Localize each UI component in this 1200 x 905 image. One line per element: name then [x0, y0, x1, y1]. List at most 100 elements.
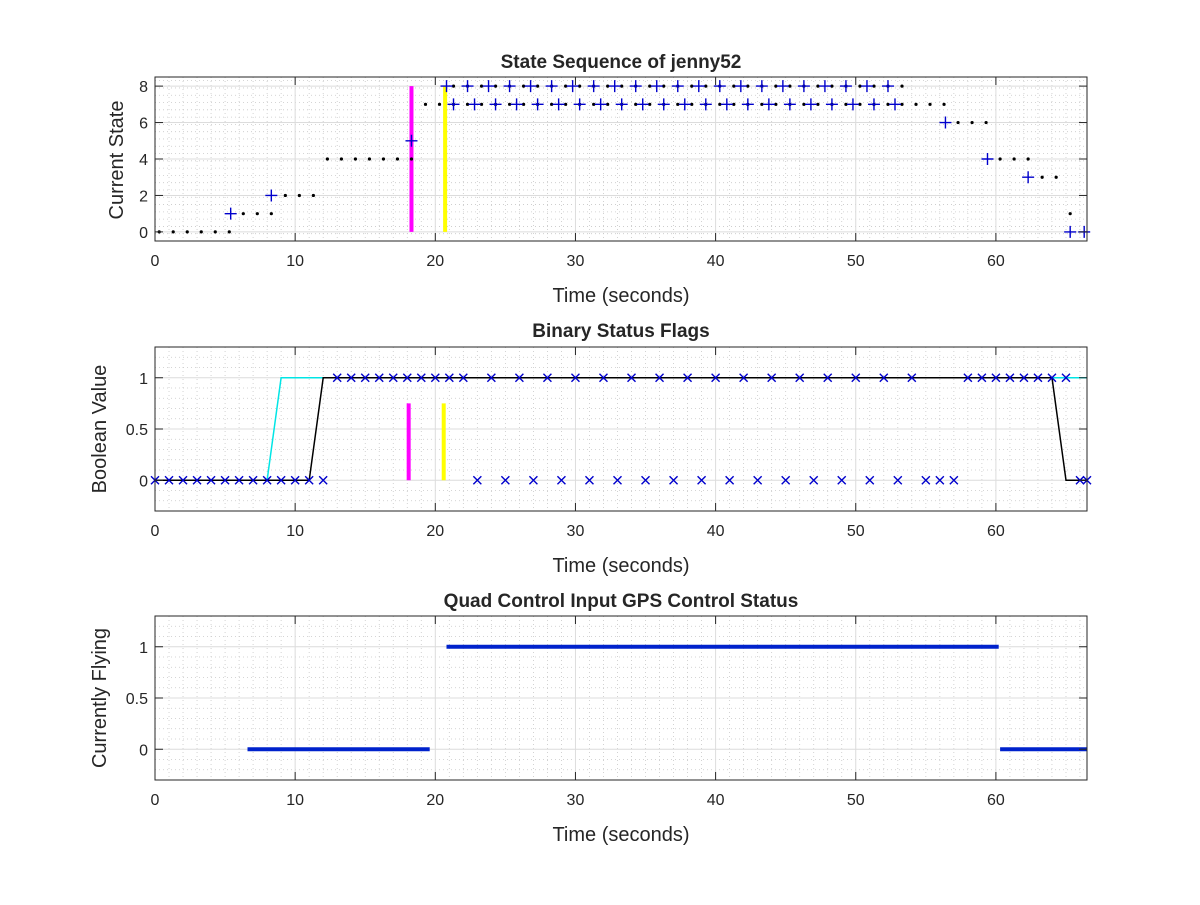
data-point-cross — [641, 475, 651, 485]
data-point-cross — [304, 475, 314, 485]
data-point-cross — [795, 373, 805, 383]
data-point-dot — [592, 102, 596, 106]
x-tick-label: 30 — [567, 253, 585, 270]
data-point-plus — [720, 98, 733, 111]
data-point-plus — [265, 189, 278, 202]
data-point-dot — [325, 157, 329, 161]
data-point-dot — [255, 212, 259, 216]
data-point-cross — [1005, 373, 1015, 383]
data-point-dot — [1068, 212, 1072, 216]
data-point-dot — [564, 84, 568, 88]
plot-area: 0 10 20 30 40 50 60 0 0.5 1 — [126, 615, 1088, 809]
data-point-dot — [816, 102, 820, 106]
axes-box — [154, 615, 1088, 781]
data-point-plus — [818, 80, 831, 93]
data-point-dot — [858, 102, 862, 106]
x-tick-label: 0 — [151, 792, 160, 809]
data-point-cross — [823, 373, 833, 383]
subplot-gps-control-status: Quad Control Input GPS Control Status Cu… — [89, 591, 1088, 846]
data-point-dot — [872, 84, 876, 88]
data-point-dot — [353, 157, 358, 161]
data-point-dot — [339, 157, 343, 161]
data-point-cross — [935, 475, 945, 485]
x-axis-label: Time (seconds) — [552, 824, 689, 846]
data-point-cross — [697, 475, 707, 485]
data-point-dot — [984, 120, 988, 125]
data-point-plus — [776, 80, 789, 93]
y-tick-label: 0 — [139, 742, 148, 759]
y-axis-label: Currently Flying — [89, 628, 111, 768]
data-point-dot — [900, 102, 904, 106]
data-point-cross — [332, 373, 342, 383]
data-point-dot — [718, 102, 722, 106]
data-point-cross — [963, 373, 973, 383]
data-point-plus — [741, 98, 754, 111]
data-point-dot — [578, 84, 582, 88]
data-point-plus — [860, 80, 873, 93]
data-point-plus — [804, 98, 817, 111]
data-point-cross — [598, 373, 608, 383]
data-point-cross — [178, 475, 188, 485]
data-point-dot — [634, 102, 638, 106]
data-point-dot — [493, 84, 498, 88]
data-point-cross — [1019, 373, 1029, 383]
subplot-state-sequence: State Sequence of jenny52 Current State … — [106, 52, 1091, 307]
data-point-dot — [816, 84, 820, 88]
data-point-cross — [472, 475, 482, 485]
data-point-plus — [650, 80, 663, 93]
data-point-cross — [164, 475, 174, 485]
data-point-dot — [479, 102, 484, 106]
data-point-cross — [613, 475, 622, 485]
x-tick-label: 60 — [987, 253, 1005, 270]
data-point-plus — [797, 80, 810, 93]
data-point-dot — [746, 84, 750, 88]
x-tick-label: 40 — [707, 523, 725, 540]
data-point-dot — [227, 230, 231, 234]
data-point-dot — [732, 84, 736, 88]
x-tick-label: 40 — [707, 792, 725, 809]
data-point-plus — [692, 80, 705, 93]
data-point-plus — [762, 98, 775, 111]
x-tick-label: 60 — [987, 523, 1005, 540]
data-point-cross — [388, 373, 398, 383]
data-point-plus — [447, 98, 460, 111]
x-tick-label: 40 — [707, 253, 725, 270]
data-point-cross — [500, 475, 510, 485]
data-point-cross — [556, 475, 566, 485]
data-point-plus — [825, 98, 838, 111]
data-point-dot — [1026, 157, 1030, 161]
data-point-dot — [199, 230, 203, 234]
data-point-plus — [545, 80, 558, 93]
data-point-cross — [346, 373, 356, 383]
data-point-cross — [655, 373, 665, 383]
data-point-cross — [949, 475, 959, 485]
data-point-plus — [608, 80, 621, 93]
data-point-cross — [753, 475, 763, 485]
data-point-dot — [297, 193, 301, 198]
data-point-plus — [573, 98, 586, 111]
data-point-plus — [566, 80, 579, 93]
y-tick-label: 6 — [139, 116, 148, 133]
data-point-dot — [928, 102, 932, 106]
data-point-plus — [636, 98, 649, 111]
data-point-cross — [767, 373, 777, 383]
data-point-cross — [837, 475, 847, 485]
data-point-dot — [213, 230, 217, 234]
data-point-dot — [479, 84, 484, 88]
subplot-binary-status-flags: Binary Status Flags Boolean Value Time (… — [89, 321, 1092, 577]
data-point-dot — [606, 84, 610, 88]
data-point-cross — [893, 475, 903, 485]
data-point-dot — [844, 102, 848, 106]
data-point-dot — [662, 84, 666, 88]
data-point-cross — [514, 373, 524, 383]
axes-box — [154, 76, 1088, 242]
data-point-dot — [1054, 175, 1058, 179]
plot-area: 0 10 20 30 40 50 60 0 2 4 6 8 — [139, 76, 1091, 270]
chart-title: Binary Status Flags — [532, 321, 709, 342]
chart-title: State Sequence of jenny52 — [501, 52, 742, 73]
y-axis-label: Boolean Value — [89, 365, 111, 494]
data-point-dot — [998, 157, 1002, 161]
x-tick-label: 0 — [151, 523, 160, 540]
data-point-cross — [570, 373, 580, 383]
